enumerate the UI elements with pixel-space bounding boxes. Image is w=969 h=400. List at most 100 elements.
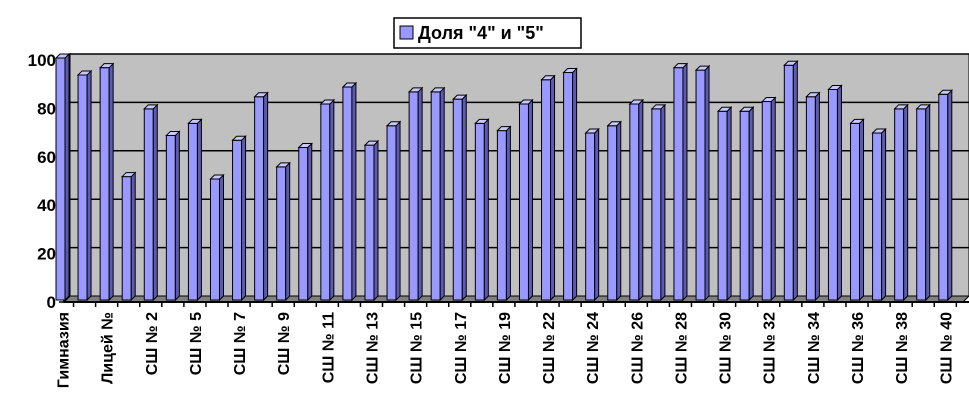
bar xyxy=(253,91,269,302)
bar xyxy=(915,103,931,302)
bar xyxy=(937,89,954,302)
bar-front xyxy=(695,69,706,301)
bar-top xyxy=(121,172,137,178)
bar-top xyxy=(385,121,402,127)
bar xyxy=(783,60,799,302)
bar xyxy=(143,103,159,302)
bar-side xyxy=(903,103,909,302)
bar-side xyxy=(329,98,335,302)
bar xyxy=(187,118,203,302)
bar xyxy=(54,52,71,302)
bar xyxy=(165,130,181,302)
bar-top xyxy=(738,106,755,112)
bar xyxy=(562,67,578,302)
bar-top xyxy=(562,68,578,74)
bar xyxy=(738,106,755,302)
y-tick-label: 80 xyxy=(37,99,56,118)
bar-side xyxy=(130,171,136,302)
bar xyxy=(297,142,313,302)
bar xyxy=(540,74,556,302)
bar xyxy=(694,64,711,302)
y-tick-label: 100 xyxy=(28,51,56,70)
bar-front xyxy=(254,96,265,301)
bar-front xyxy=(607,125,618,301)
bar-front xyxy=(651,108,662,301)
bar-side xyxy=(351,81,357,302)
bar xyxy=(452,93,468,302)
bar-top xyxy=(805,92,821,98)
x-tick-label: СШ № 9 xyxy=(276,312,293,375)
bar-front xyxy=(143,108,154,301)
bar xyxy=(341,81,358,302)
bar xyxy=(121,171,137,302)
bar-front xyxy=(209,178,220,301)
bar-side xyxy=(947,89,953,302)
bar-side xyxy=(748,106,754,302)
legend-label: Доля "4" и "5" xyxy=(418,23,544,43)
bar-front xyxy=(99,67,110,301)
bar-side xyxy=(682,62,688,302)
bar-top xyxy=(761,97,777,103)
y-tick-label: 0 xyxy=(47,293,56,312)
y-tick-label: 20 xyxy=(37,245,56,264)
bar-front xyxy=(629,103,640,301)
bar-side xyxy=(86,69,92,302)
x-tick-label: СШ № 30 xyxy=(718,312,735,384)
bar-top xyxy=(694,65,711,71)
bar-front xyxy=(408,91,419,301)
bar-front xyxy=(165,134,176,301)
bar-top xyxy=(672,63,689,69)
bar-side xyxy=(417,86,423,302)
bar xyxy=(606,120,622,302)
bar-side xyxy=(174,130,180,302)
bar-front xyxy=(55,57,66,301)
bar-side xyxy=(925,103,931,302)
x-tick-label: Гимназия xyxy=(56,312,73,388)
bar-side xyxy=(108,62,114,302)
bar-side xyxy=(814,91,820,302)
bar-top xyxy=(650,104,667,110)
bar xyxy=(474,118,490,302)
bar-front xyxy=(783,64,794,301)
x-tick-label: СШ № 36 xyxy=(850,312,867,384)
bar xyxy=(716,106,733,302)
bar-side xyxy=(704,64,710,302)
bar xyxy=(584,127,600,302)
bar-top xyxy=(143,104,159,110)
bar-front xyxy=(563,72,574,301)
bar-side xyxy=(64,52,70,302)
bar xyxy=(76,69,93,302)
bar-side xyxy=(660,103,666,302)
bar xyxy=(761,96,777,302)
bar-front xyxy=(541,79,552,301)
bar-top xyxy=(209,174,225,180)
bar-front xyxy=(364,144,375,301)
bar xyxy=(98,62,115,302)
x-tick-label: СШ № 32 xyxy=(762,312,779,384)
bar-front xyxy=(232,139,243,301)
bar-top xyxy=(297,143,313,149)
bar-side xyxy=(307,142,313,302)
x-tick-label: СШ № 2 xyxy=(144,312,161,375)
bar-front xyxy=(121,176,132,301)
bar xyxy=(849,118,865,302)
x-tick-label: СШ № 13 xyxy=(364,312,381,384)
bar-side xyxy=(792,60,798,302)
bar-side xyxy=(395,120,401,302)
bar-side xyxy=(881,127,887,302)
bar xyxy=(496,125,512,302)
bar-top xyxy=(628,99,645,105)
bar-side xyxy=(572,67,578,302)
bar xyxy=(231,135,247,302)
bar-side xyxy=(726,106,732,302)
bar-top xyxy=(54,53,71,59)
bar-top xyxy=(407,87,424,93)
bar-front xyxy=(585,132,596,301)
bar-top xyxy=(429,87,446,93)
bar-front xyxy=(518,103,529,301)
bar-top xyxy=(783,60,799,66)
bar xyxy=(209,173,225,302)
bar-front xyxy=(386,125,397,301)
